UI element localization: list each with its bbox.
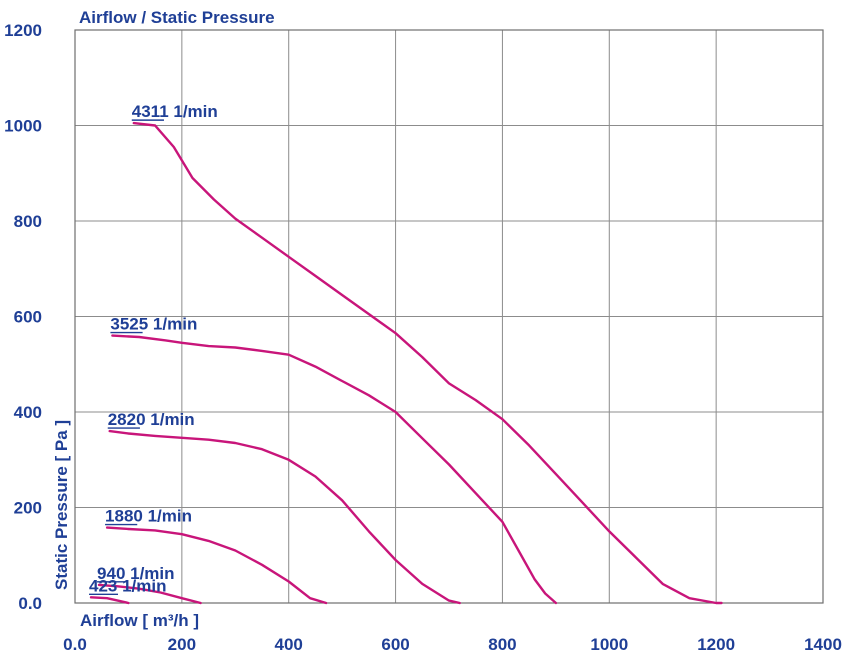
series-curves [89,121,723,605]
series-line-2 [108,429,461,605]
series-line-0 [132,121,723,605]
x-tick-label: 600 [381,635,409,654]
y-tick-label: 1000 [4,117,42,136]
series-label-0: 4311 1/min [132,102,218,121]
series-line-4 [97,583,202,605]
y-tick-label: 400 [14,403,42,422]
x-tick-label: 400 [275,635,303,654]
x-axis-ticks: 0.0 200 400 600 800 1000 1200 1400 [63,635,842,654]
x-tick-label: 1000 [590,635,628,654]
x-axis-label: Airflow [ m³/h ] [80,611,199,630]
x-tick-label: 200 [168,635,196,654]
chart-title: Airflow / Static Pressure [79,8,275,27]
y-tick-label: 600 [14,308,42,327]
series-label-1: 3525 1/min [110,315,197,334]
y-tick-label: 800 [14,212,42,231]
grid-lines [74,29,824,604]
plot-frame [74,29,824,604]
series-label-5: 423 1/min [89,576,166,595]
x-tick-label: 1400 [804,635,842,654]
x-tick-label: 1200 [697,635,735,654]
series-line-5 [89,596,130,605]
y-tick-label: 200 [14,499,42,518]
series-line-1 [111,334,558,605]
series-line-3 [105,526,328,605]
series-label-3: 1880 1/min [105,507,192,526]
series-label-4: 940 1/min [97,564,174,583]
series-label-2: 2820 1/min [108,410,195,429]
y-tick-label: 0.0 [18,594,42,613]
x-tick-label: 0.0 [63,635,87,654]
y-axis-ticks: 0.0 200 400 600 800 1000 1200 [4,21,42,613]
y-tick-label: 1200 [4,21,42,40]
x-tick-label: 800 [488,635,516,654]
y-axis-label: Static Pressure [ Pa ] [52,420,71,590]
series-labels: 4311 1/min 3525 1/min 2820 1/min 1880 1/min… [89,102,218,595]
